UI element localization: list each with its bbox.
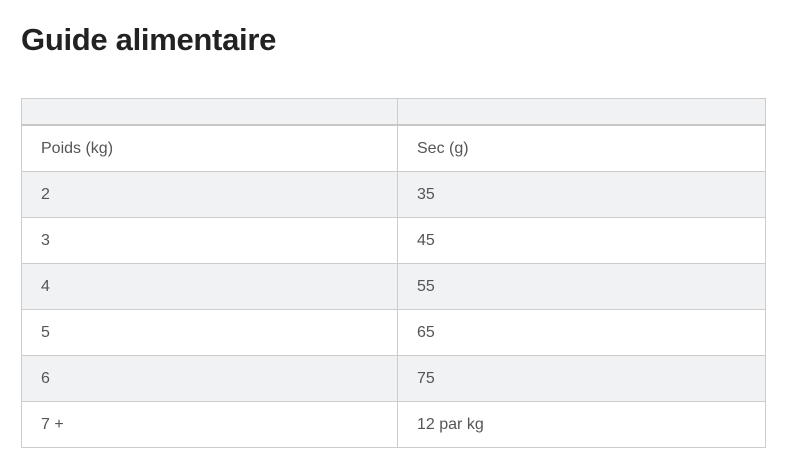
table-cell: 4 (21, 263, 398, 310)
header-cell (21, 98, 398, 126)
table-cell: Sec (g) (397, 124, 766, 172)
table-cell: 7 + (21, 401, 398, 448)
page-title: Guide alimentaire (21, 22, 277, 57)
header-cell (397, 98, 766, 126)
table-cell: 12 par kg (397, 401, 766, 448)
table-row: Poids (kg) Sec (g) (21, 124, 766, 172)
table-row: 5 65 (21, 309, 766, 356)
table-row: 3 45 (21, 217, 766, 264)
table-cell: 5 (21, 309, 398, 356)
table-cell: 55 (397, 263, 766, 310)
table-row: 2 35 (21, 171, 766, 218)
table-cell: 2 (21, 171, 398, 218)
table-cell: 45 (397, 217, 766, 264)
table-row: 6 75 (21, 355, 766, 402)
table-cell: 6 (21, 355, 398, 402)
table-cell: 3 (21, 217, 398, 264)
table-cell: 65 (397, 309, 766, 356)
table-cell: 75 (397, 355, 766, 402)
table-row: 4 55 (21, 263, 766, 310)
table-row: 7 +12 par kg (21, 401, 766, 448)
feeding-table: Poids (kg) Sec (g) 2 35 3 45 4 55 5 65 6 75 7 +12 pa… (21, 98, 766, 448)
table-header-row (21, 98, 766, 126)
table-cell: 35 (397, 171, 766, 218)
table-cell: Poids (kg) (21, 124, 398, 172)
